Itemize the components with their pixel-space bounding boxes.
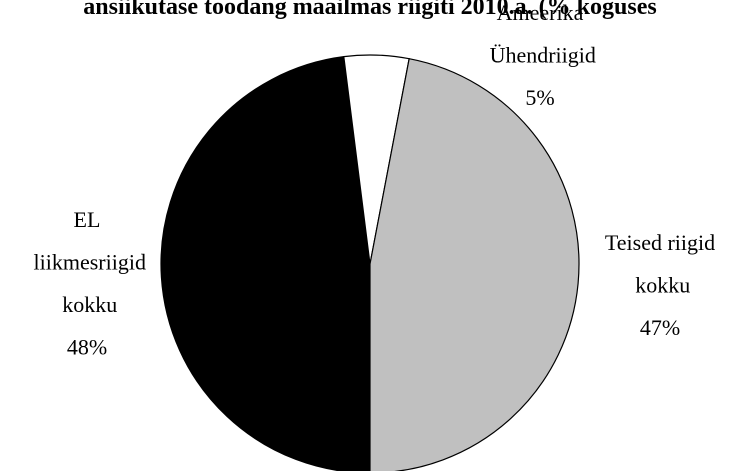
slice-value-label: 5% — [525, 85, 554, 110]
pie-slice — [369, 57, 580, 471]
slice-value-label: 47% — [640, 315, 680, 340]
slice-label: Ameerika Ühendriigid — [484, 0, 596, 68]
slice-label: EL liikmesriigid kokku — [28, 207, 146, 317]
chart-title: ansiikutase toodang maailmas riigiti 201… — [83, 0, 656, 20]
pie-slice — [160, 55, 371, 471]
slice-label: Teised riigid kokku — [605, 230, 715, 298]
slice-value-label: 48% — [67, 335, 107, 360]
